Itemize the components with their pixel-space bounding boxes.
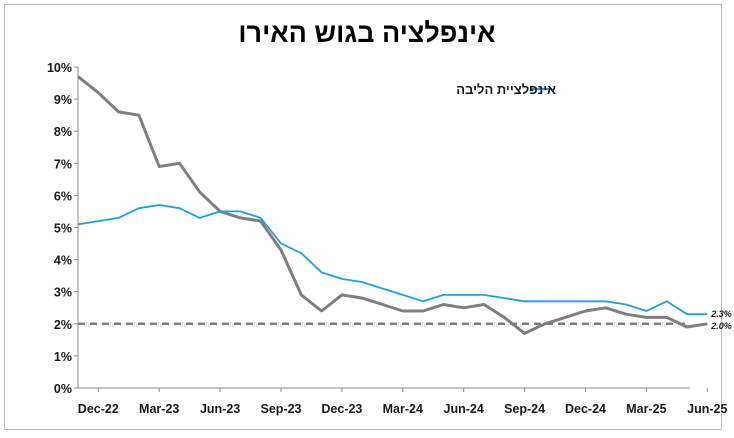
y-tick-label: 10%	[47, 61, 72, 75]
x-tick-label: Mar-25	[626, 402, 666, 416]
series-line-core-inflation	[77, 204, 708, 316]
x-tick-label: Dec-24	[565, 402, 606, 416]
x-tick-label: Mar-23	[139, 402, 179, 416]
y-tick-label: 2%	[54, 318, 72, 332]
y-tick-label: 1%	[54, 350, 72, 364]
y-tick-label: 0%	[54, 382, 72, 396]
x-tick-label: Jun-24	[444, 402, 484, 416]
x-tick-label: Mar-24	[383, 402, 423, 416]
x-tick-label: Jun-23	[200, 402, 240, 416]
y-tick-label: 5%	[54, 222, 72, 236]
legend-label-core: אינפלציית הליבה	[456, 82, 556, 97]
y-tick-label: 8%	[54, 125, 72, 139]
x-tick-label: Sep-24	[504, 402, 545, 416]
x-tick-label: Dec-23	[321, 402, 362, 416]
x-tick-label: Sep-23	[261, 402, 302, 416]
y-tick-label: 3%	[54, 286, 72, 300]
y-tick-label: 7%	[54, 157, 72, 171]
end-label-core: 2.3%	[710, 309, 732, 319]
y-tick-label: 4%	[54, 254, 72, 268]
chart-title: אינפלציה בגוש האירו	[238, 18, 496, 48]
y-tick-label: 6%	[54, 189, 72, 203]
x-tick-label: Jun-25	[687, 402, 727, 416]
x-tick-label: Dec-22	[78, 402, 119, 416]
chart-frame	[4, 4, 722, 430]
end-label-headline: 2.0%	[710, 321, 732, 331]
series-line-headline-inflation	[77, 75, 708, 335]
y-tick-label: 9%	[54, 93, 72, 107]
